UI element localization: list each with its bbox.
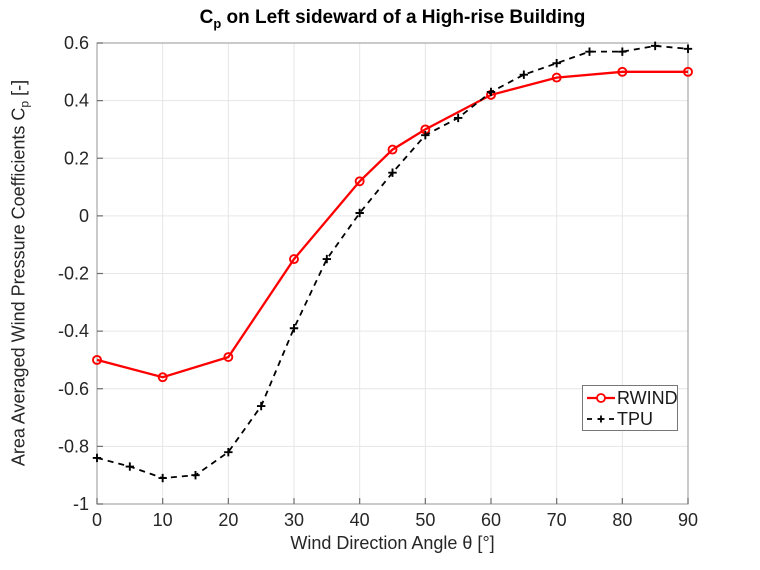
legend: RWIND TPU [582,385,678,431]
tpu-data-point-marker [618,47,627,56]
x-tick-label: 70 [547,510,567,530]
y-tick-label: -1 [73,494,89,514]
legend-label-rwind: RWIND [617,387,678,408]
chart-title-subscript: p [213,15,222,31]
x-axis-label: Wind Direction Angle θ [°] [290,533,495,553]
tpu-data-point-marker [519,70,529,79]
rwind-data-point-marker [387,144,398,155]
legend-entry-rwind: RWIND [583,387,678,408]
legend-label-tpu: TPU [617,408,653,429]
tpu-line-sample-icon [587,415,615,422]
tpu-data-point-marker [683,44,693,53]
x-tick-label: 0 [92,510,102,530]
rwind-data-point-marker [157,372,168,383]
x-tick-label: 30 [284,510,304,530]
tpu-data-point-marker [552,58,561,68]
tpu-data-point-marker [92,453,102,463]
x-tick-label: 90 [678,510,698,530]
chart-title: Cp on Left sideward of a High-rise Build… [97,7,688,31]
x-tick-label: 10 [153,510,173,530]
rwind-data-point-marker [289,254,299,265]
y-tick-label: 0.2 [64,148,89,168]
legend-entry-tpu: TPU [583,408,677,429]
y-axis-label-prefix: Area Averaged Wind Pressure Coefficients… [8,107,29,467]
rwind-line-sample-icon [587,392,615,403]
tpu-data-point-marker [453,113,463,123]
tpu-data-point-marker [486,87,496,97]
tpu-data-point-marker [421,131,430,140]
tpu-data-point-marker [650,41,660,51]
tpu-data-point-marker [158,473,167,483]
chart-title-prefix: C [199,7,214,28]
x-tick-label: 60 [481,510,501,530]
x-tick-label: 80 [612,510,632,530]
y-axis-label-suffix: [-] [8,79,29,101]
rwind-data-point-marker [683,66,693,77]
tpu-data-point-marker [585,47,594,56]
rwind-data-point-marker [354,176,365,187]
tpu-data-point-marker [224,447,233,457]
y-tick-label: -0.2 [58,264,89,284]
y-axis-label: Area Averaged Wind Pressure Coefficients… [8,79,32,467]
rwind-data-point-marker [223,352,234,363]
x-tick-label: 50 [415,510,435,530]
tpu-data-point-marker [355,208,364,218]
x-tick-label: 40 [350,510,370,530]
y-axis-label-subscript: p [17,100,32,108]
y-tick-label: 0.4 [64,91,89,111]
tpu-data-point-marker [256,401,266,411]
x-tick-label: 20 [218,510,238,530]
rwind-data-point-marker [92,354,102,365]
tpu-data-point-marker [289,324,299,333]
tpu-data-point-marker [191,470,200,480]
y-tick-label: -0.4 [58,321,89,341]
series-line-rwind [96,70,688,379]
tpu-data-point-marker [322,254,332,264]
chart-title-rest: on Left sideward of a High-rise Building [221,7,586,28]
tpu-data-point-marker [388,168,397,177]
tpu-data-point-marker [125,462,135,471]
y-tick-label: 0 [79,206,89,226]
rwind-data-point-marker [551,72,562,83]
y-tick-label: -0.8 [58,436,89,456]
y-tick-label: 0.6 [64,33,89,53]
y-tick-label: -0.6 [58,379,89,399]
rwind-data-point-marker [617,66,628,77]
